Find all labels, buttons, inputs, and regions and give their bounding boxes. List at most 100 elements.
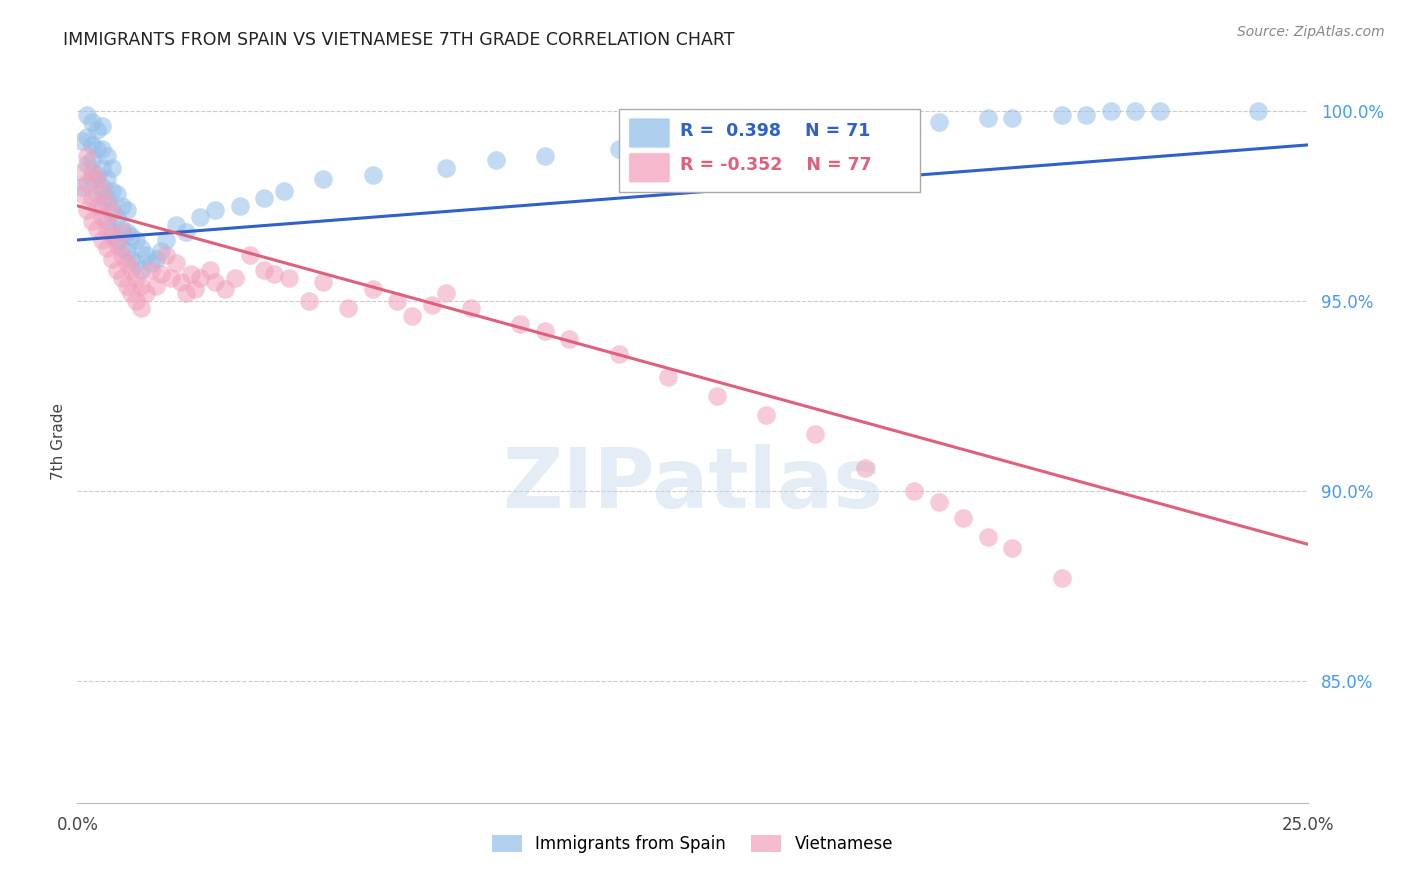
Point bbox=[115, 244, 138, 259]
Point bbox=[150, 244, 173, 259]
Point bbox=[224, 271, 246, 285]
Point bbox=[105, 233, 128, 247]
Point bbox=[101, 184, 124, 198]
Point bbox=[1001, 112, 1024, 126]
Point bbox=[253, 263, 276, 277]
Point bbox=[70, 179, 93, 194]
Point bbox=[90, 179, 114, 194]
Point bbox=[485, 153, 508, 168]
Point bbox=[70, 187, 93, 202]
Point bbox=[804, 122, 827, 136]
Point bbox=[121, 263, 143, 277]
Point bbox=[121, 252, 143, 266]
Point bbox=[607, 347, 630, 361]
Point bbox=[111, 248, 132, 262]
Point bbox=[204, 275, 226, 289]
Point bbox=[200, 263, 222, 277]
Point bbox=[385, 293, 409, 308]
Point bbox=[86, 142, 108, 156]
Point bbox=[298, 293, 321, 308]
Point bbox=[253, 191, 276, 205]
Point bbox=[129, 241, 153, 255]
Point bbox=[96, 172, 118, 186]
Point bbox=[977, 530, 1000, 544]
Point bbox=[125, 293, 148, 308]
Point bbox=[273, 184, 295, 198]
Point bbox=[86, 169, 108, 183]
Point bbox=[657, 370, 679, 384]
Point bbox=[111, 226, 132, 240]
Point bbox=[263, 267, 285, 281]
Point bbox=[90, 142, 114, 156]
Point bbox=[607, 142, 630, 156]
Point bbox=[115, 256, 138, 270]
Point bbox=[170, 275, 193, 289]
Point bbox=[312, 275, 335, 289]
Point bbox=[534, 149, 557, 163]
Point bbox=[155, 248, 177, 262]
Point bbox=[105, 236, 128, 251]
Point bbox=[82, 137, 104, 152]
Point bbox=[174, 226, 197, 240]
Point bbox=[90, 119, 114, 133]
Point bbox=[534, 324, 557, 338]
Point bbox=[165, 218, 187, 232]
Point bbox=[115, 226, 138, 240]
Point bbox=[361, 282, 384, 296]
Bar bbox=[619, 109, 920, 193]
Point bbox=[853, 461, 876, 475]
Point bbox=[804, 426, 827, 441]
Point bbox=[1247, 103, 1270, 118]
Point bbox=[96, 241, 118, 255]
Point bbox=[86, 187, 108, 202]
Point bbox=[188, 271, 212, 285]
Point bbox=[1125, 103, 1147, 118]
Point bbox=[755, 408, 778, 422]
Point bbox=[420, 298, 443, 312]
Point bbox=[188, 210, 212, 224]
Point bbox=[145, 252, 167, 266]
Point bbox=[125, 256, 148, 270]
Point bbox=[125, 271, 148, 285]
Point bbox=[135, 248, 157, 262]
Point bbox=[96, 194, 118, 209]
Text: ZIPatlas: ZIPatlas bbox=[502, 444, 883, 525]
Point bbox=[401, 309, 423, 323]
Point bbox=[82, 191, 104, 205]
Point bbox=[129, 301, 153, 316]
Point bbox=[460, 301, 482, 316]
Point bbox=[90, 233, 114, 247]
Point bbox=[76, 176, 98, 190]
Point bbox=[105, 263, 128, 277]
Point bbox=[86, 172, 108, 186]
Point bbox=[121, 229, 143, 244]
Point bbox=[204, 202, 226, 217]
Point bbox=[76, 149, 98, 163]
Point bbox=[312, 172, 335, 186]
Point bbox=[1050, 107, 1073, 121]
Point bbox=[184, 282, 207, 296]
Text: Source: ZipAtlas.com: Source: ZipAtlas.com bbox=[1237, 25, 1385, 39]
Point bbox=[706, 130, 728, 145]
Point bbox=[86, 122, 108, 136]
Point bbox=[76, 130, 98, 145]
Point bbox=[70, 164, 93, 178]
Point bbox=[90, 161, 114, 175]
Point bbox=[115, 278, 138, 293]
Point bbox=[337, 301, 360, 316]
Point bbox=[82, 115, 104, 129]
Point bbox=[82, 214, 104, 228]
Point bbox=[111, 271, 132, 285]
FancyBboxPatch shape bbox=[628, 118, 671, 148]
Point bbox=[174, 286, 197, 301]
Point bbox=[903, 483, 925, 498]
Point bbox=[165, 256, 187, 270]
Point bbox=[90, 184, 114, 198]
Point bbox=[111, 199, 132, 213]
Point bbox=[96, 221, 118, 235]
Point bbox=[135, 286, 157, 301]
Legend: Immigrants from Spain, Vietnamese: Immigrants from Spain, Vietnamese bbox=[485, 828, 900, 860]
Text: IMMIGRANTS FROM SPAIN VS VIETNAMESE 7TH GRADE CORRELATION CHART: IMMIGRANTS FROM SPAIN VS VIETNAMESE 7TH … bbox=[63, 31, 735, 49]
Point bbox=[76, 202, 98, 217]
Point bbox=[90, 199, 114, 213]
